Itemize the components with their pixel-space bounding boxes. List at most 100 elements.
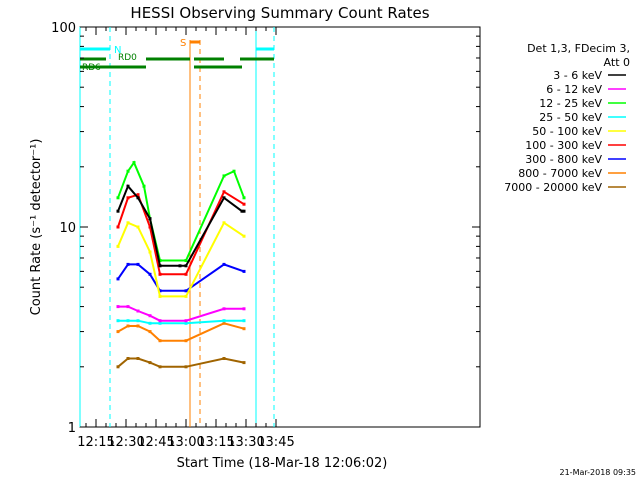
data-point <box>126 357 130 360</box>
marker-label: S <box>180 38 186 49</box>
data-point <box>222 319 226 323</box>
data-point <box>184 272 188 276</box>
data-point <box>232 169 236 173</box>
legend-label: 25 - 50 keV <box>539 111 602 124</box>
data-point <box>116 319 120 323</box>
data-point <box>222 321 226 325</box>
data-point <box>242 234 246 238</box>
data-point <box>148 314 152 318</box>
series-line <box>117 357 245 368</box>
data-point <box>222 221 226 225</box>
legend-label: 6 - 12 keV <box>546 83 602 96</box>
data-point <box>184 365 188 369</box>
data-point <box>242 202 246 206</box>
data-point <box>116 196 120 200</box>
data-point <box>184 259 188 262</box>
data-point <box>222 174 226 178</box>
data-point <box>126 305 130 309</box>
series-line <box>117 184 244 267</box>
legend-label: 100 - 300 keV <box>525 139 602 152</box>
data-point <box>148 361 152 365</box>
data-point <box>242 307 246 311</box>
x-tick-label: 13:00 <box>167 435 204 450</box>
grid-layer: N S RD0 RD6 <box>79 27 275 427</box>
data-point <box>116 244 120 248</box>
data-point <box>242 209 246 213</box>
x-tick-label: 12:30 <box>107 435 144 450</box>
data-point <box>126 319 130 323</box>
legend-header: Att 0 <box>604 56 630 69</box>
data-point <box>126 196 130 200</box>
data-point <box>158 289 162 293</box>
data-point <box>136 225 140 229</box>
data-point <box>158 264 162 268</box>
data-point <box>158 365 162 369</box>
data-point <box>136 324 140 328</box>
data-point <box>136 196 140 200</box>
legend-label: 3 - 6 keV <box>553 69 602 82</box>
data-point <box>116 330 120 334</box>
data-point <box>126 262 130 266</box>
rad-label-rd0: RD0 <box>118 53 137 63</box>
data-point <box>142 184 146 188</box>
legend-label: 12 - 25 keV <box>539 97 602 110</box>
data-point <box>116 225 120 229</box>
data-point <box>116 277 120 281</box>
data-point <box>184 319 188 323</box>
data-point <box>136 319 140 323</box>
series-line <box>117 322 245 342</box>
data-point <box>126 184 130 188</box>
data-point <box>158 339 162 343</box>
x-tick-label: 13:30 <box>227 435 264 450</box>
data-point <box>242 327 246 331</box>
x-tick-label: 13:15 <box>197 435 234 450</box>
data-point <box>116 305 120 309</box>
data-point <box>136 262 140 266</box>
series-line <box>118 305 244 322</box>
data-point <box>132 161 136 165</box>
x-tick-label: 12:45 <box>137 435 174 450</box>
rad-label-rd6: RD6 <box>82 63 101 73</box>
data-point <box>158 321 162 325</box>
series-line <box>117 263 245 292</box>
legend-header: Det 1,3, FDecim 3, <box>527 42 630 55</box>
x-tick-label: 13:45 <box>257 435 294 450</box>
data-point <box>184 289 188 293</box>
data-point <box>148 250 152 254</box>
data-point <box>148 272 152 276</box>
data-point <box>222 262 226 266</box>
x-tick-label: 12:15 <box>77 435 114 450</box>
x-axis-label: Start Time (18-Mar-18 12:06:02) <box>177 456 388 471</box>
series-layer <box>116 160 246 369</box>
data-point <box>242 196 246 200</box>
series-line <box>117 190 245 276</box>
y-tick-label: 10 <box>59 221 76 236</box>
y-tick-label: 100 <box>51 21 76 36</box>
data-point <box>116 209 120 213</box>
y-tick-label: 1 <box>68 421 76 436</box>
series-line <box>117 221 245 298</box>
data-point <box>184 264 188 268</box>
data-point <box>184 321 188 325</box>
series-line <box>118 319 244 325</box>
legend-label: 800 - 7000 keV <box>518 167 602 180</box>
data-point <box>148 225 152 229</box>
data-point <box>158 259 162 262</box>
plot-frame <box>79 26 481 428</box>
data-point <box>222 190 226 194</box>
data-point <box>136 193 140 197</box>
legend-label: 7000 - 20000 keV <box>504 181 602 194</box>
data-point <box>158 272 162 276</box>
data-point <box>178 264 182 268</box>
data-point <box>136 357 140 360</box>
data-point <box>222 307 226 311</box>
data-point <box>116 365 120 369</box>
data-point <box>126 221 130 225</box>
data-point <box>222 196 226 200</box>
legend-label: 50 - 100 keV <box>532 125 602 138</box>
data-point <box>136 309 140 313</box>
data-point <box>242 319 246 323</box>
